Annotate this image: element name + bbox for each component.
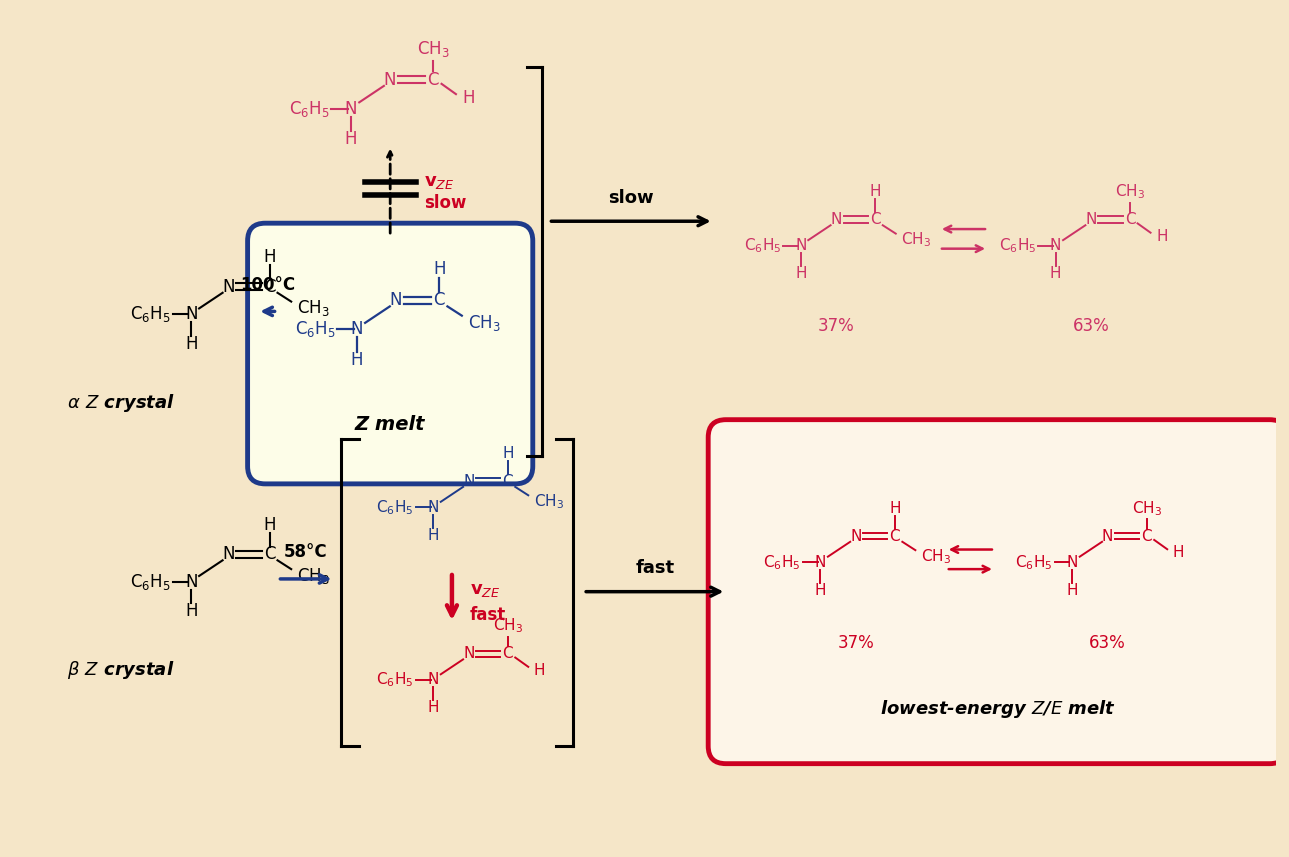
Text: H: H: [501, 446, 513, 461]
Text: H: H: [1156, 229, 1168, 244]
Text: N: N: [1085, 213, 1097, 227]
Text: $\mathbf{v}_{\mathit{ZE}}$: $\mathbf{v}_{\mathit{ZE}}$: [469, 581, 500, 599]
Text: H: H: [889, 500, 901, 516]
Text: C: C: [889, 529, 900, 543]
Text: N: N: [1051, 238, 1061, 253]
Text: $\mathsf{C_6H_5}$: $\mathsf{C_6H_5}$: [763, 553, 800, 572]
Text: H: H: [186, 335, 197, 353]
Text: N: N: [428, 673, 440, 687]
Text: $\mathsf{C_6H_5}$: $\mathsf{C_6H_5}$: [295, 319, 335, 339]
Text: C: C: [1125, 213, 1136, 227]
Text: N: N: [351, 320, 363, 338]
Text: 100°C: 100°C: [240, 276, 295, 294]
Text: H: H: [1066, 583, 1078, 597]
Text: H: H: [1049, 267, 1061, 281]
Text: $\mathsf{CH_3}$: $\mathsf{CH_3}$: [468, 313, 500, 333]
Text: H: H: [428, 528, 440, 542]
Text: N: N: [1066, 554, 1078, 570]
Text: N: N: [463, 646, 474, 662]
Text: N: N: [222, 545, 235, 563]
Text: H: H: [186, 602, 197, 620]
Text: 63%: 63%: [1072, 317, 1110, 335]
Text: N: N: [795, 238, 807, 253]
Text: N: N: [186, 305, 197, 323]
Text: N: N: [830, 213, 842, 227]
FancyBboxPatch shape: [247, 223, 532, 484]
Text: $\mathsf{CH_3}$: $\mathsf{CH_3}$: [920, 548, 951, 566]
Text: $\mathsf{C_6H_5}$: $\mathsf{C_6H_5}$: [376, 498, 414, 517]
Text: H: H: [351, 351, 363, 369]
Text: N: N: [222, 278, 235, 296]
Text: H: H: [795, 267, 807, 281]
Text: H: H: [870, 184, 882, 199]
Text: N: N: [389, 291, 402, 309]
Text: H: H: [263, 516, 276, 534]
Text: C: C: [870, 213, 880, 227]
Text: $\mathsf{CH_3}$: $\mathsf{CH_3}$: [534, 493, 565, 511]
Text: C: C: [503, 646, 513, 662]
Text: C: C: [503, 474, 513, 488]
Text: Z melt: Z melt: [354, 415, 425, 434]
Text: N: N: [428, 500, 440, 515]
Text: 37%: 37%: [838, 633, 874, 651]
Text: N: N: [344, 99, 357, 117]
Text: $\mathsf{C_6H_5}$: $\mathsf{C_6H_5}$: [130, 572, 170, 592]
Text: $\mathsf{CH_3}$: $\mathsf{CH_3}$: [416, 39, 450, 59]
Text: H: H: [1173, 545, 1185, 560]
Text: lowest-energy $\mathit{Z}$/$\mathit{E}$ melt: lowest-energy $\mathit{Z}$/$\mathit{E}$ …: [880, 698, 1116, 720]
Text: $\mathsf{CH_3}$: $\mathsf{CH_3}$: [1132, 499, 1161, 518]
Text: C: C: [1142, 529, 1152, 543]
Text: H: H: [433, 261, 446, 279]
Text: $\mathsf{C_6H_5}$: $\mathsf{C_6H_5}$: [289, 99, 330, 118]
Text: slow: slow: [424, 195, 467, 213]
Text: $\mathsf{C_6H_5}$: $\mathsf{C_6H_5}$: [1016, 553, 1053, 572]
Text: fast: fast: [469, 606, 505, 624]
Text: H: H: [534, 663, 545, 678]
Text: C: C: [264, 278, 276, 296]
Text: $\mathsf{CH_3}$: $\mathsf{CH_3}$: [1115, 183, 1145, 201]
Text: N: N: [384, 71, 396, 89]
Text: H: H: [263, 249, 276, 267]
Text: $\mathbf{v}_{\mathit{ZE}}$: $\mathbf{v}_{\mathit{ZE}}$: [424, 173, 455, 191]
Text: $\mathsf{C_6H_5}$: $\mathsf{C_6H_5}$: [744, 237, 781, 255]
Text: $\mathsf{C_6H_5}$: $\mathsf{C_6H_5}$: [376, 670, 414, 689]
Text: $\mathsf{CH_3}$: $\mathsf{CH_3}$: [492, 616, 523, 635]
Text: C: C: [428, 71, 440, 89]
Text: fast: fast: [635, 559, 674, 577]
Text: 37%: 37%: [817, 317, 855, 335]
Text: C: C: [264, 545, 276, 563]
Text: 63%: 63%: [1089, 633, 1125, 651]
Text: $\alpha$ $Z$ crystal: $\alpha$ $Z$ crystal: [67, 392, 174, 414]
Text: H: H: [815, 583, 826, 597]
Text: N: N: [463, 474, 474, 488]
Text: $\mathsf{CH_3}$: $\mathsf{CH_3}$: [901, 231, 932, 249]
FancyBboxPatch shape: [708, 420, 1288, 764]
Text: N: N: [851, 529, 861, 543]
Text: N: N: [815, 554, 826, 570]
Text: C: C: [433, 291, 445, 309]
Text: N: N: [186, 572, 197, 590]
Text: $\mathsf{C_6H_5}$: $\mathsf{C_6H_5}$: [130, 304, 170, 324]
Text: H: H: [344, 130, 357, 148]
Text: $\beta$ $Z$ crystal: $\beta$ $Z$ crystal: [67, 659, 174, 681]
Text: H: H: [428, 700, 440, 716]
Text: $\mathsf{CH_3}$: $\mathsf{CH_3}$: [296, 566, 330, 586]
Text: $\mathsf{C_6H_5}$: $\mathsf{C_6H_5}$: [999, 237, 1036, 255]
Text: $\mathsf{CH_3}$: $\mathsf{CH_3}$: [296, 298, 330, 319]
Text: N: N: [1102, 529, 1114, 543]
Text: 58°C: 58°C: [284, 543, 327, 561]
Text: H: H: [463, 89, 474, 107]
Text: slow: slow: [608, 189, 654, 207]
